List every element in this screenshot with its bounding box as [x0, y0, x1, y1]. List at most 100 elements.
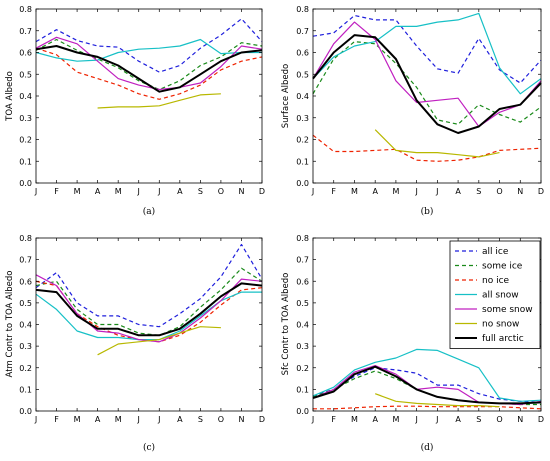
x-tick-label: J [414, 415, 417, 424]
y-tick-label: 0.3 [19, 114, 32, 123]
y-tick-label: 0.7 [19, 27, 32, 36]
x-tick-label: J [137, 187, 140, 196]
series-line-no-snow [97, 326, 221, 356]
x-tick-label: F [331, 415, 336, 424]
y-tick-label: 0.6 [296, 277, 309, 286]
y-tick-label: 0.5 [19, 70, 32, 79]
series-line-no-snow [374, 129, 500, 158]
x-tick-label: A [372, 415, 378, 424]
legend-label-full-arctic: full arctic [482, 334, 524, 344]
x-tick-label: J [34, 415, 37, 424]
y-tick-label: 0.4 [296, 92, 309, 101]
x-tick-label: J [435, 415, 438, 424]
y-axis-label: TOA Albedo [5, 71, 15, 122]
series-line-full-arctic [312, 34, 542, 134]
x-tick-label: S [476, 415, 481, 424]
series-line-no-snow [97, 93, 221, 109]
series-line-no-ice [312, 134, 542, 162]
x-tick-label: J [435, 187, 438, 196]
x-tick-label: D [259, 415, 265, 424]
y-tick-label: 0.0 [19, 407, 32, 416]
y-tick-label: 0.1 [296, 385, 309, 394]
series-line-all-ice [312, 367, 542, 403]
legend-label-some-snow: some snow [482, 305, 533, 315]
y-tick-label: 0.1 [296, 157, 309, 166]
x-tick-label: D [538, 187, 544, 196]
series-line-some-snow [312, 21, 542, 128]
y-tick-label: 0.4 [19, 92, 32, 101]
x-tick-label: A [372, 187, 378, 196]
panel-caption: (b) [421, 206, 434, 217]
series-line-full-arctic [35, 45, 263, 93]
x-tick-label: N [517, 187, 523, 196]
x-tick-label: F [331, 187, 336, 196]
x-tick-label: A [177, 187, 183, 196]
series-line-no-snow [374, 393, 500, 408]
series-line-all-ice [312, 14, 542, 84]
series-line-all-ice [35, 243, 263, 328]
y-tick-label: 0.0 [19, 179, 32, 188]
series-line-some-ice [35, 267, 263, 336]
x-tick-label: O [218, 415, 224, 424]
x-tick-label: S [476, 187, 481, 196]
x-tick-label: O [496, 415, 502, 424]
y-tick-label: 0.8 [296, 234, 309, 243]
y-tick-label: 0.4 [19, 321, 32, 330]
x-tick-label: S [198, 187, 203, 196]
legend-label-no-snow: no snow [482, 320, 519, 330]
x-tick-label: A [455, 415, 461, 424]
y-axis-label: Atm Contr to TOA Albedo [5, 271, 15, 378]
series-line-no-ice [35, 47, 263, 100]
x-tick-label: F [54, 187, 59, 196]
x-tick-label: D [538, 415, 544, 424]
y-tick-label: 0.1 [19, 385, 32, 394]
x-tick-label: J [311, 187, 314, 196]
y-tick-label: 0.4 [296, 321, 309, 330]
panel-a: J F M A M J J A S O N D 0.0 0.1 0.2 0.3 0.4 0.5 0.6 0.7 0.8 T… [5, 5, 265, 217]
panel-d: J F M A M J J A S O N D 0.0 0.1 0.2 0.3 0.4 0.5 0.6 0.7 0.8 S… [281, 234, 544, 453]
x-tick-label: N [238, 187, 244, 196]
x-tick-label: J [157, 415, 160, 424]
y-tick-label: 0.7 [19, 256, 32, 265]
legend-label-all-ice: all ice [482, 247, 509, 257]
y-tick-label: 0.7 [296, 256, 309, 265]
y-tick-label: 0.3 [296, 342, 309, 351]
panel-caption: (d) [421, 442, 434, 453]
x-tick-label: O [496, 187, 502, 196]
series-line-all-snow [312, 12, 542, 95]
y-tick-label: 0.5 [19, 299, 32, 308]
series-line-full-arctic [35, 282, 263, 337]
panel-c: J F M A M J J A S O N D 0.0 0.1 0.2 0.3 0.4 0.5 0.6 0.7 0.8 A… [5, 234, 265, 453]
x-tick-label: A [455, 187, 461, 196]
x-tick-label: M [351, 415, 358, 424]
x-tick-label: O [218, 187, 224, 196]
x-tick-label: F [54, 415, 59, 424]
y-axis-label: Sfc Contr to TOA Albedo [281, 273, 291, 376]
x-tick-label: J [414, 187, 417, 196]
x-tick-label: M [115, 187, 122, 196]
series-line-some-snow [35, 36, 263, 91]
x-tick-label: A [95, 415, 101, 424]
y-tick-label: 0.5 [296, 70, 309, 79]
y-tick-label: 0.1 [19, 157, 32, 166]
y-tick-label: 0.2 [296, 364, 309, 373]
y-tick-label: 0.2 [19, 364, 32, 373]
x-tick-label: J [311, 415, 314, 424]
y-tick-label: 0.3 [19, 342, 32, 351]
y-tick-label: 0.2 [296, 136, 309, 145]
x-tick-label: M [74, 187, 81, 196]
y-tick-label: 0.8 [19, 234, 32, 243]
series-line-some-ice [35, 38, 263, 91]
x-tick-label: N [517, 415, 523, 424]
y-tick-label: 0.8 [296, 5, 309, 14]
y-tick-label: 0.6 [19, 49, 32, 58]
x-tick-label: J [34, 187, 37, 196]
series-line-all-ice [35, 18, 263, 73]
y-tick-label: 0.0 [296, 179, 309, 188]
series-line-no-ice [35, 280, 263, 343]
plot-frame [312, 8, 542, 184]
x-tick-label: M [392, 415, 399, 424]
series-line-all-snow [35, 38, 262, 62]
y-tick-label: 0.0 [296, 407, 309, 416]
